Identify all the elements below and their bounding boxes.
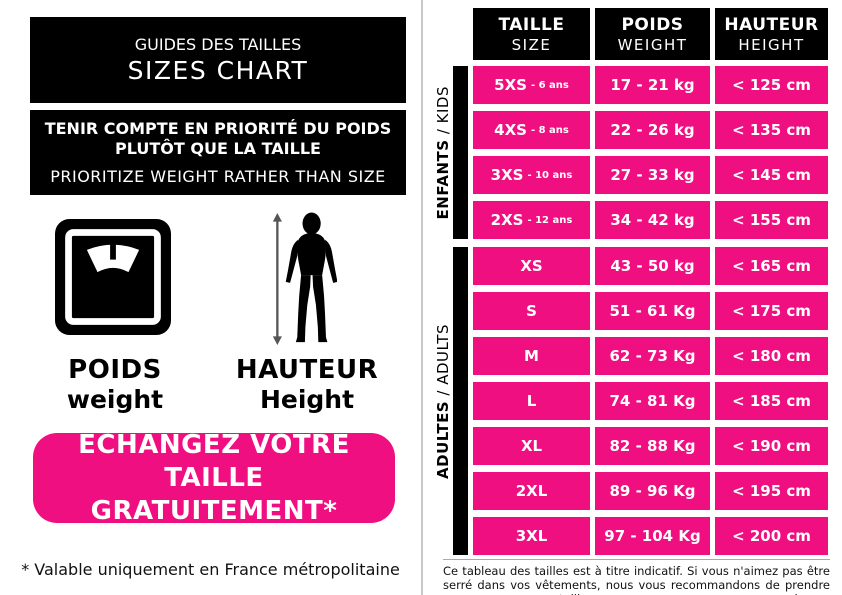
kids-group-bar <box>453 66 468 239</box>
size-table: TAILLE SIZE POIDS WEIGHT HAUTEUR HEIGHT … <box>423 0 842 595</box>
table-row: 4XS - 8 ans 22 - 26 kg < 135 cm <box>473 111 828 149</box>
notice-text-en: PRIORITIZE WEIGHT RATHER THAN SIZE <box>50 167 386 186</box>
free-exchange-banner: ECHANGEZ VOTRE TAILLE GRATUITEMENT* <box>33 430 395 526</box>
weight-cell: 97 - 104 Kg <box>595 517 710 555</box>
table-disclaimer: Ce tableau des tailles est à titre indic… <box>443 559 830 595</box>
size-cell: XS <box>473 247 590 285</box>
page-title-fr: GUIDES DES TAILLES <box>134 35 302 54</box>
table-header-size: TAILLE SIZE <box>473 8 590 60</box>
scale-icon <box>55 219 171 335</box>
table-row: 3XS - 10 ans 27 - 33 kg < 145 cm <box>473 156 828 194</box>
kids-section: ENFANTS / KIDS 5XS - 6 ans 17 - 21 kg < 125… <box>433 66 828 239</box>
footnote: * Valable uniquement en France métropoli… <box>21 560 400 579</box>
height-cell: < 195 cm <box>715 472 828 510</box>
table-row: 3XL 97 - 104 Kg < 200 cm <box>473 517 828 555</box>
size-cell: 3XS - 10 ans <box>473 156 590 194</box>
height-cell: < 175 cm <box>715 292 828 330</box>
person-height-icon <box>272 212 337 346</box>
weight-cell: 22 - 26 kg <box>595 111 710 149</box>
height-cell: < 125 cm <box>715 66 828 104</box>
size-cell: S <box>473 292 590 330</box>
weight-cell: 82 - 88 Kg <box>595 427 710 465</box>
height-cell: < 185 cm <box>715 382 828 420</box>
weight-cell: 34 - 42 kg <box>595 201 710 239</box>
title-banner: GUIDES DES TAILLES SIZES CHART <box>30 17 406 103</box>
weight-cell: 51 - 61 Kg <box>595 292 710 330</box>
size-cell: M <box>473 337 590 375</box>
vertical-divider <box>421 0 423 595</box>
size-cell: 5XS - 6 ans <box>473 66 590 104</box>
weight-cell: 62 - 73 Kg <box>595 337 710 375</box>
table-row: S 51 - 61 Kg < 175 cm <box>473 292 828 330</box>
weight-caption: POIDS weight <box>30 355 200 415</box>
size-cell: XL <box>473 427 590 465</box>
table-row: XL 82 - 88 Kg < 190 cm <box>473 427 828 465</box>
table-header-row: TAILLE SIZE POIDS WEIGHT HAUTEUR HEIGHT <box>473 8 828 60</box>
height-cell: < 135 cm <box>715 111 828 149</box>
weight-cell: 43 - 50 kg <box>595 247 710 285</box>
height-label-fr: HAUTEUR <box>235 355 379 385</box>
table-row: M 62 - 73 Kg < 180 cm <box>473 337 828 375</box>
table-row: 5XS - 6 ans 17 - 21 kg < 125 cm <box>473 66 828 104</box>
notice-banner: TENIR COMPTE EN PRIORITÉ DU POIDS PLUTÔT… <box>30 110 406 195</box>
weight-label-en: weight <box>66 385 164 414</box>
height-cell: < 200 cm <box>715 517 828 555</box>
size-cell: 4XS - 8 ans <box>473 111 590 149</box>
adults-section: ADULTES / ADULTS XS 43 - 50 kg < 165 cm S 51… <box>433 247 828 555</box>
weight-cell: 89 - 96 Kg <box>595 472 710 510</box>
table-row: 2XL 89 - 96 Kg < 195 cm <box>473 472 828 510</box>
weight-label-fr: POIDS <box>68 355 162 385</box>
size-cell: L <box>473 382 590 420</box>
page-title-en: SIZES CHART <box>127 56 309 85</box>
height-cell: < 180 cm <box>715 337 828 375</box>
height-label-en: Height <box>259 385 355 414</box>
weight-cell: 74 - 81 Kg <box>595 382 710 420</box>
adults-rows: XS 43 - 50 kg < 165 cm S 51 - 61 Kg < 175 cm M… <box>473 247 828 555</box>
size-cell: 2XS - 12 ans <box>473 201 590 239</box>
table-row: 2XS - 12 ans 34 - 42 kg < 155 cm <box>473 201 828 239</box>
height-caption: HAUTEUR Height <box>222 355 392 415</box>
weight-cell: 27 - 33 kg <box>595 156 710 194</box>
kids-rows: 5XS - 6 ans 17 - 21 kg < 125 cm 4XS - 8 ans 22… <box>473 66 828 239</box>
table-row: XS 43 - 50 kg < 165 cm <box>473 247 828 285</box>
size-cell: 2XL <box>473 472 590 510</box>
adults-group-label: ADULTES / ADULTS <box>434 323 452 479</box>
table-header-height: HAUTEUR HEIGHT <box>715 8 828 60</box>
table-row: L 74 - 81 Kg < 185 cm <box>473 382 828 420</box>
height-cell: < 155 cm <box>715 201 828 239</box>
notice-text-fr: TENIR COMPTE EN PRIORITÉ DU POIDS PLUTÔT… <box>44 119 392 158</box>
kids-group-label: ENFANTS / KIDS <box>434 85 452 220</box>
adults-group-bar <box>453 247 468 555</box>
vertical-arrow-icon <box>272 212 282 346</box>
size-cell: 3XL <box>473 517 590 555</box>
table-header-weight: POIDS WEIGHT <box>595 8 710 60</box>
height-cell: < 190 cm <box>715 427 828 465</box>
height-cell: < 145 cm <box>715 156 828 194</box>
height-cell: < 165 cm <box>715 247 828 285</box>
weight-cell: 17 - 21 kg <box>595 66 710 104</box>
